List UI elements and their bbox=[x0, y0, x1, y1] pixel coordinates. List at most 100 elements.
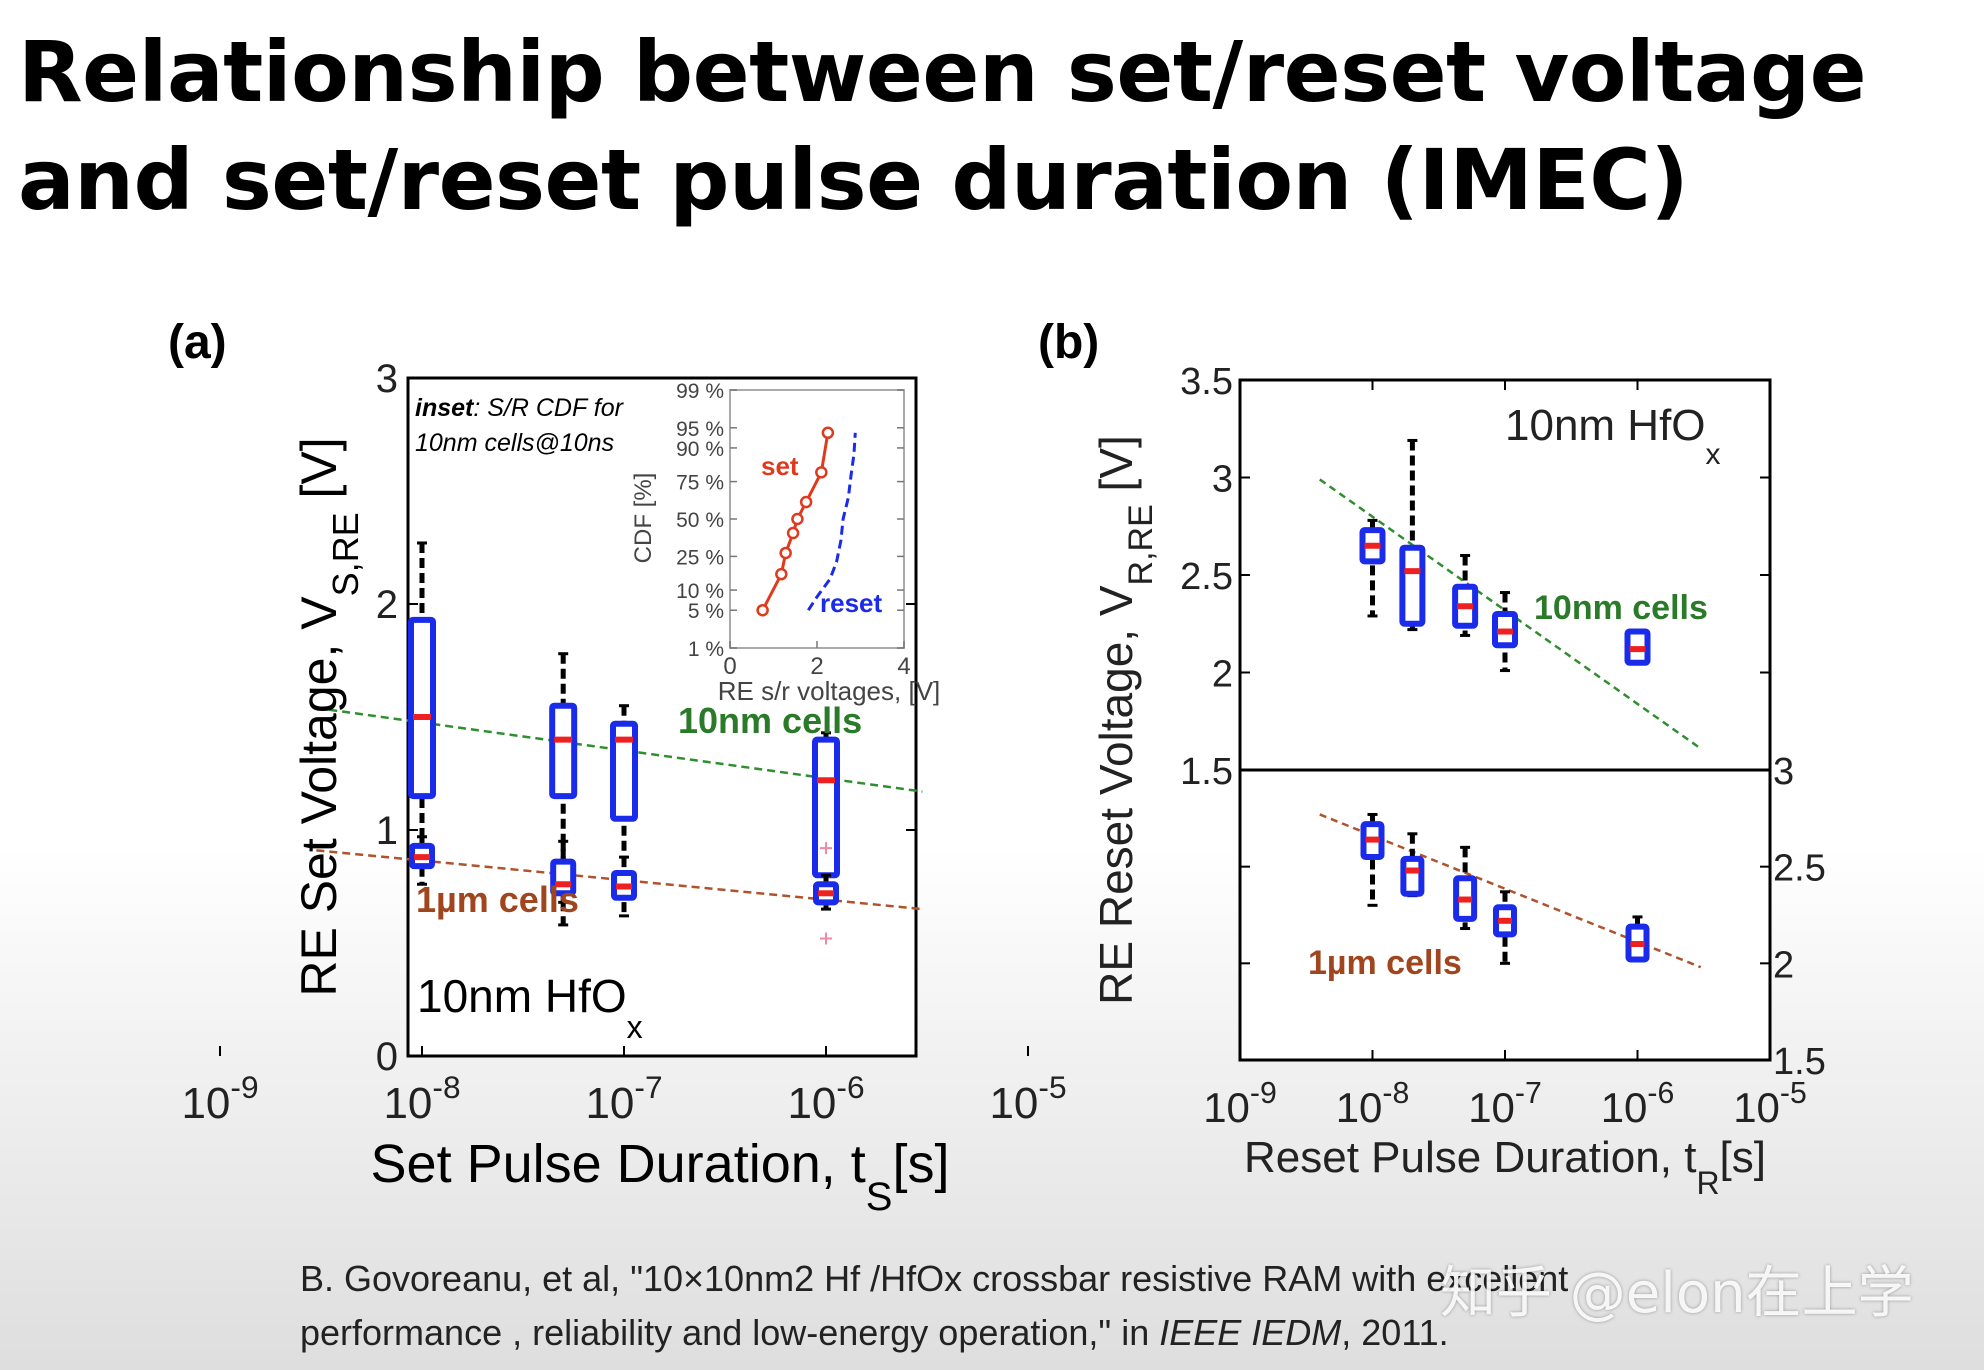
inset-ticks: 1 % 5 %10 % 25 % 50 % 75 % 90 %95 % 99 % 0 2 4 bbox=[676, 380, 911, 680]
inset-y-tick-label: 1 % bbox=[688, 638, 724, 661]
panel-a-boxes bbox=[408, 541, 840, 945]
x-tick-base: 10 bbox=[989, 1079, 1038, 1128]
panel-a-ylabel-post: [V] bbox=[291, 437, 347, 512]
outlier-marker bbox=[820, 932, 832, 945]
inset-set-point bbox=[775, 567, 788, 581]
inset-y-tick-label: 5 % bbox=[688, 600, 724, 623]
panel-a-ylabel-sub: S,RE bbox=[325, 512, 366, 596]
inset-y-tick-label: 25 % bbox=[676, 546, 724, 569]
x-tick-label: 10-7 bbox=[1468, 1077, 1542, 1131]
panel-a-ylabel: RE Set Voltage, VS,RE [V] bbox=[291, 437, 366, 996]
inset-ylabel: CDF [%] bbox=[630, 473, 657, 564]
y-tick-label: 2.5 bbox=[1180, 556, 1233, 598]
x-tick-label: 10-5 bbox=[1733, 1077, 1807, 1131]
panel-a-xlabel-post: [s] bbox=[892, 1134, 949, 1194]
panel-b-top-frame bbox=[1238, 378, 1772, 772]
box-10nm-box bbox=[1399, 544, 1426, 627]
panel-b-label: (b) bbox=[1038, 316, 1099, 369]
inset-xlabel: RE s/r voltages, [V] bbox=[718, 676, 941, 706]
panel-b-material-sub: x bbox=[1706, 438, 1721, 471]
x-tick-base: 10 bbox=[1733, 1084, 1780, 1131]
reference-line2-pre: performance , reliability and low-energy… bbox=[300, 1312, 1160, 1353]
x-tick-exponent: -8 bbox=[432, 1069, 460, 1105]
x-tick-label: 10-6 bbox=[787, 1069, 864, 1128]
inset-set-point bbox=[756, 603, 769, 617]
inset-set-point bbox=[786, 526, 800, 540]
panel-b-boxes bbox=[1359, 438, 1651, 965]
y-tick-label: 2 bbox=[1212, 654, 1233, 696]
x-tick-exponent: -7 bbox=[634, 1069, 662, 1105]
inset-set-point bbox=[821, 426, 835, 440]
x-tick-base: 10 bbox=[181, 1079, 230, 1128]
x-tick-base: 10 bbox=[787, 1079, 836, 1128]
reference-venue: IEEE IEDM bbox=[1159, 1312, 1342, 1353]
inset-frame bbox=[729, 389, 905, 649]
box-10nm-box bbox=[610, 720, 638, 822]
y-tick-label-right: 1.5 bbox=[1773, 1041, 1826, 1083]
panel-a-material-label: 10nm HfOx bbox=[417, 970, 643, 1045]
slide-title: Relationship between set/reset voltage a… bbox=[18, 18, 1958, 234]
panel-a-label-1um-cells: 1µm cells bbox=[416, 879, 579, 920]
x-tick-base: 10 bbox=[383, 1079, 432, 1128]
reference-line2: performance , reliability and low-energy… bbox=[300, 1306, 1940, 1360]
y-tick-label: 2 bbox=[376, 583, 398, 627]
x-tick-label: 10-6 bbox=[1601, 1077, 1675, 1131]
slide-title-line1: Relationship between set/reset voltage bbox=[18, 23, 1867, 121]
inset-y-tick-label: 99 % bbox=[676, 380, 724, 403]
inset-set-point bbox=[799, 495, 813, 509]
inset-caption-line1: inset: S/R CDF for bbox=[415, 394, 625, 422]
panel-b-xlabel: Reset Pulse Duration, tR[s] bbox=[1244, 1133, 1766, 1201]
panel-b-xlabel-sub: R bbox=[1696, 1165, 1719, 1201]
inset-y-tick-label: 75 % bbox=[676, 472, 724, 495]
x-tick-label: 10-8 bbox=[1336, 1077, 1410, 1131]
y-tick-label-right: 3 bbox=[1773, 751, 1794, 793]
inset-set-point bbox=[779, 546, 792, 560]
x-tick-exponent: -9 bbox=[230, 1069, 258, 1105]
panel-a-label-10nm-cells: 10nm cells bbox=[678, 700, 862, 741]
inset-set-point bbox=[815, 466, 828, 479]
y-tick-label: 3.5 bbox=[1180, 361, 1233, 403]
x-tick-exponent: -6 bbox=[1647, 1077, 1674, 1110]
x-tick-exponent: -7 bbox=[1515, 1077, 1542, 1110]
inset-y-tick-label: 50 % bbox=[676, 509, 724, 532]
panel-a-xlabel-main: Set Pulse Duration, t bbox=[371, 1134, 866, 1194]
inset-label-reset: reset bbox=[820, 588, 882, 618]
x-tick-label: 10-9 bbox=[181, 1069, 258, 1128]
inset-x-tick-label: 2 bbox=[810, 653, 823, 680]
panel-a-ylabel-main: RE Set Voltage, V bbox=[291, 596, 347, 997]
panel-a-inset: inset: S/R CDF for 10nm cells@10ns 1 % 5 … bbox=[415, 380, 940, 706]
x-tick-label: 10-7 bbox=[585, 1069, 662, 1128]
x-tick-base: 10 bbox=[1336, 1084, 1383, 1131]
panel-b-ylabel-sub: R,RE bbox=[1122, 504, 1160, 585]
inset-caption-text1: : S/R CDF for bbox=[473, 394, 624, 422]
x-tick-exponent: -5 bbox=[1780, 1077, 1807, 1110]
panel-b-ylabel-main: RE Reset Voltage, V bbox=[1090, 585, 1142, 1005]
inset-series bbox=[756, 426, 857, 617]
panel-a-label: (a) bbox=[168, 316, 227, 369]
slide-title-line2: and set/reset pulse duration (IMEC) bbox=[18, 131, 1689, 229]
panel-b-label-10nm-cells: 10nm cells bbox=[1534, 589, 1708, 627]
x-tick-label: 10-8 bbox=[383, 1069, 460, 1128]
inset-y-tick-label: 90 % bbox=[676, 438, 724, 461]
panel-b-ylabel-post: [V] bbox=[1090, 435, 1142, 504]
box-10nm-box bbox=[549, 702, 578, 800]
x-tick-exponent: -5 bbox=[1038, 1069, 1066, 1105]
inset-caption-bold: inset bbox=[415, 394, 475, 422]
y-tick-label: 3 bbox=[1212, 459, 1233, 501]
reference-line1: B. Govoreanu, et al, "10×10nm2 Hf /HfOx … bbox=[300, 1258, 1569, 1299]
y-tick-label-right: 2 bbox=[1773, 944, 1794, 986]
y-tick-label: 0 bbox=[376, 1035, 398, 1079]
panel-b-xlabel-main: Reset Pulse Duration, t bbox=[1244, 1133, 1696, 1182]
panel-a-material-sub: x bbox=[627, 1009, 643, 1045]
x-tick-base: 10 bbox=[1203, 1084, 1250, 1131]
reference-citation: B. Govoreanu, et al, "10×10nm2 Hf /HfOx … bbox=[300, 1252, 1940, 1360]
x-tick-base: 10 bbox=[1601, 1084, 1648, 1131]
panel-b-material-main: 10nm HfO bbox=[1505, 401, 1706, 450]
y-tick-label: 3 bbox=[376, 357, 398, 401]
inset-reset-line bbox=[807, 432, 857, 612]
